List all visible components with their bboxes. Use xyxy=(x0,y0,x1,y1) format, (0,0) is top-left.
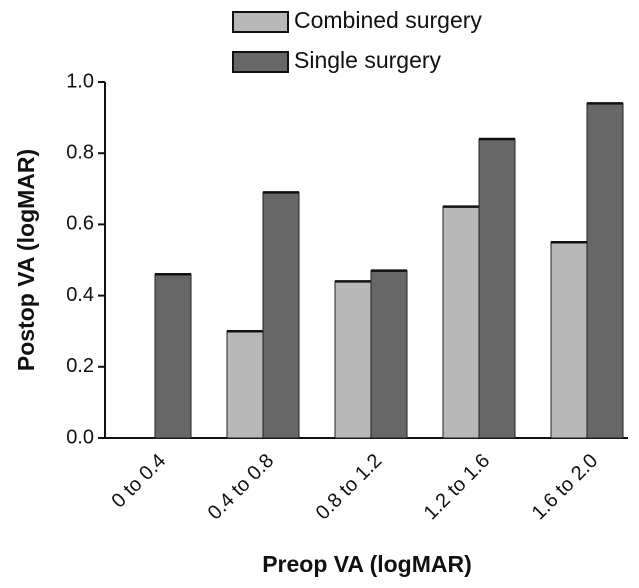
y-axis-title: Postop VA (logMAR) xyxy=(13,149,39,371)
y-tick-label: 0.4 xyxy=(66,284,94,306)
bar xyxy=(550,241,588,439)
y-tick-label: 1.0 xyxy=(66,70,94,92)
bar xyxy=(442,206,480,439)
bar xyxy=(478,138,516,439)
legend-swatch xyxy=(232,11,289,33)
x-tick-label: 1.6 to 2.0 xyxy=(528,450,603,525)
x-tick-label: 1.2 to 1.6 xyxy=(420,450,495,525)
x-tick-label: 0.8 to 1.2 xyxy=(312,450,387,525)
y-tick-label: 0.0 xyxy=(66,426,94,448)
bar xyxy=(334,280,372,439)
legend-swatch xyxy=(232,51,289,73)
bar xyxy=(262,191,300,439)
legend-label: Single surgery xyxy=(294,47,442,73)
x-tick-label: 0.4 to 0.8 xyxy=(204,450,279,525)
y-tick-label: 0.6 xyxy=(66,213,94,235)
legend-label: Combined surgery xyxy=(294,7,482,33)
bar xyxy=(154,273,192,439)
y-tick-label: 0.8 xyxy=(66,141,94,163)
x-axis-title: Preop VA (logMAR) xyxy=(262,551,472,577)
bar xyxy=(586,102,624,439)
y-tick-label: 0.2 xyxy=(66,355,94,377)
bar xyxy=(370,270,408,439)
x-tick-label: 0 to 0.4 xyxy=(108,450,171,513)
bar xyxy=(226,330,264,439)
